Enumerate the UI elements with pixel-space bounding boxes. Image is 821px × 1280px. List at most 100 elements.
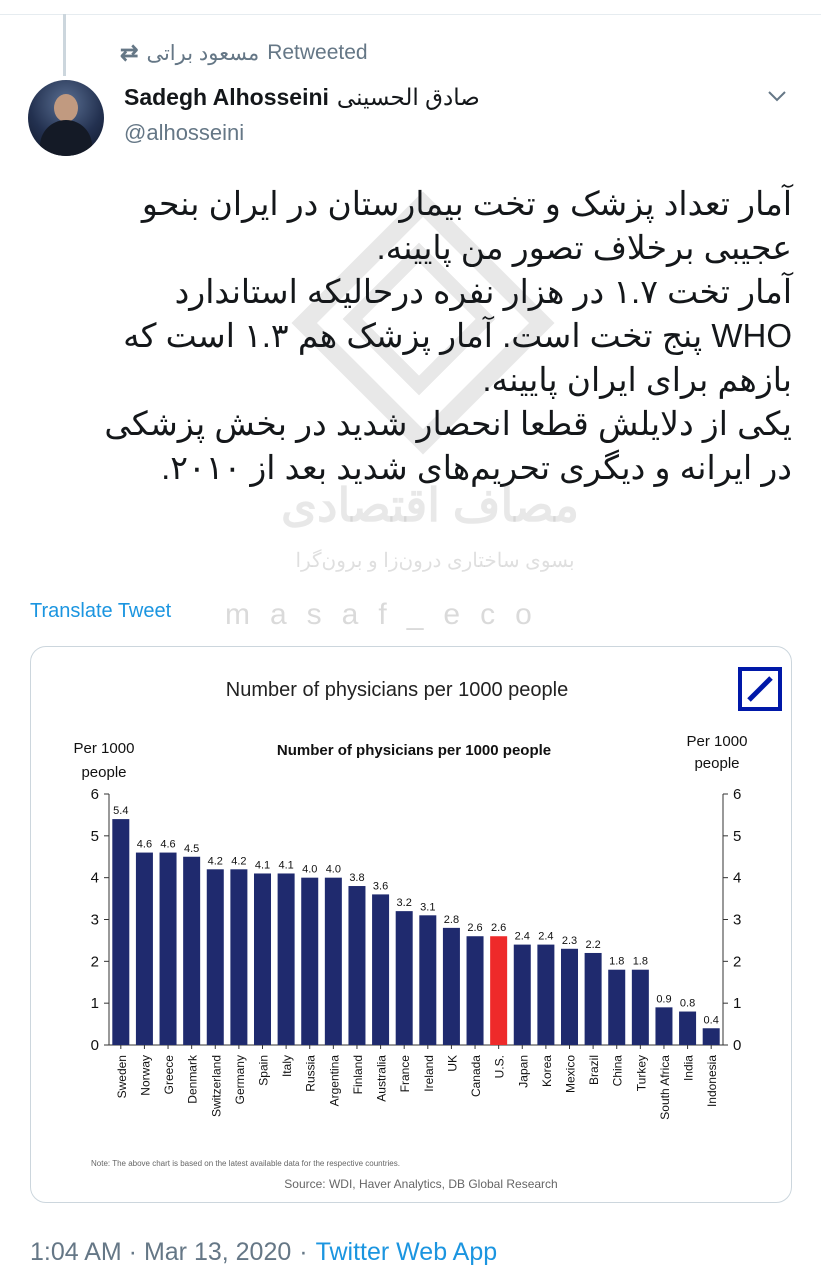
retweet-context[interactable]: ⇄ مسعود براتی Retweeted: [120, 38, 368, 68]
bar-value-label: 2.6: [467, 922, 482, 934]
x-tick-label: Ireland: [422, 1055, 436, 1092]
x-tick-label: Norway: [138, 1055, 152, 1096]
source-app-link[interactable]: Twitter Web App: [315, 1238, 498, 1266]
avatar-head: [54, 94, 78, 122]
bar-value-label: 4.1: [278, 859, 293, 871]
x-tick-label: Spain: [257, 1055, 271, 1086]
watermark-title: مصاف اقتصادی: [280, 479, 580, 531]
bar-value-label: 4.6: [137, 839, 152, 851]
bar-value-label: 4.0: [326, 864, 341, 876]
author-handle[interactable]: @alhosseini: [124, 120, 245, 145]
bar-value-label: 4.5: [184, 843, 199, 855]
bar-value-label: 4.1: [255, 859, 270, 871]
bar-value-label: 4.2: [208, 855, 223, 867]
retweeter-name[interactable]: مسعود براتی: [146, 41, 260, 65]
x-tick-label: Japan: [516, 1055, 530, 1088]
bar: [112, 819, 130, 1045]
x-tick-label: Argentina: [327, 1055, 341, 1107]
x-tick-label: Russia: [304, 1055, 318, 1092]
bar: [183, 856, 201, 1045]
x-tick-label: Korea: [540, 1055, 554, 1087]
bar: [442, 927, 460, 1045]
bar: [655, 1007, 673, 1045]
watermark-handle: masaf_eco: [225, 598, 552, 631]
bar: [277, 873, 295, 1045]
y-tick-label-left: 3: [91, 912, 99, 929]
tweet-line: بازهم برای ایران پایینه.: [482, 361, 792, 398]
y-tick-label-right: 5: [733, 828, 741, 845]
x-tick-label: Germany: [233, 1055, 247, 1104]
y-axis-label-left: Per 1000: [74, 740, 135, 757]
translate-tweet-link[interactable]: Translate Tweet: [30, 600, 172, 622]
bar-value-label: 0.8: [680, 998, 695, 1010]
bar: [301, 877, 319, 1045]
tweet-meta: 1:04 AM · Mar 13, 2020 · Twitter Web App: [30, 1238, 497, 1267]
author-name-arabic[interactable]: صادق الحسینی: [336, 84, 480, 110]
y-axis-label-right: people: [694, 755, 739, 772]
deutsche-bank-logo: [738, 667, 782, 711]
bar: [395, 911, 413, 1045]
chart-title: Number of physicians per 1000 people: [277, 742, 551, 759]
bar-value-label: 2.4: [515, 931, 530, 943]
x-tick-label: Mexico: [564, 1055, 578, 1093]
bar-value-label: 3.6: [373, 880, 388, 892]
x-tick-label: Canada: [469, 1055, 483, 1097]
bar-value-label: 3.8: [349, 872, 364, 884]
bar-value-label: 4.2: [231, 855, 246, 867]
chart-note: Note: The above chart is based on the la…: [91, 1159, 400, 1168]
tweet-text: آمار تعداد پزشک و تخت بیمارستان در ایران…: [26, 182, 792, 490]
x-tick-label: U.S.: [493, 1055, 507, 1078]
top-divider: [0, 0, 821, 15]
bar: [560, 948, 579, 1045]
tweet-line: آمار تخت ۱.۷ در هزار نفره درحالیکه استان…: [174, 273, 792, 310]
x-tick-label: France: [398, 1055, 412, 1093]
bar-value-label: 0.4: [704, 1014, 719, 1026]
bar-value-label: 2.3: [562, 935, 577, 947]
bar: [230, 869, 248, 1045]
bar-value-label: 4.6: [160, 839, 175, 851]
x-tick-label: Switzerland: [209, 1055, 223, 1117]
chart-outer-title: Number of physicians per 1000 people: [226, 679, 568, 701]
x-tick-label: Turkey: [634, 1055, 648, 1091]
bar-value-label: 0.9: [656, 993, 671, 1005]
bar-value-label: 2.2: [585, 939, 600, 951]
x-tick-label: China: [611, 1055, 625, 1087]
y-tick-label-left: 4: [91, 870, 99, 887]
bar: [348, 886, 366, 1045]
bar: [513, 944, 531, 1045]
tweet-line: یکی از دلایلش قطعا انحصار شدید در بخش پز…: [104, 405, 792, 442]
author-name-row[interactable]: Sadegh Alhosseini صادق الحسینی: [124, 84, 480, 111]
bar-value-label: 4.0: [302, 864, 317, 876]
avatar[interactable]: [28, 80, 104, 156]
y-tick-label-right: 3: [733, 912, 741, 929]
y-tick-label-left: 2: [91, 953, 99, 970]
bar: [702, 1028, 720, 1045]
chevron-down-icon[interactable]: [763, 82, 791, 110]
author-name[interactable]: Sadegh Alhosseini: [124, 84, 329, 110]
chart-source: Source: WDI, Haver Analytics, DB Global …: [284, 1177, 557, 1191]
y-tick-label-left: 1: [91, 995, 99, 1012]
y-tick-label-right: 4: [733, 870, 741, 887]
bar: [206, 869, 224, 1045]
bar: [135, 852, 153, 1045]
chart-image-card[interactable]: Number of physicians per 1000 people Numb…: [30, 646, 792, 1203]
y-tick-label-right: 6: [733, 786, 741, 803]
x-tick-label: UK: [445, 1055, 459, 1072]
bar-value-label: 1.8: [633, 956, 648, 968]
bar-value-label: 3.2: [397, 897, 412, 909]
bar: [584, 952, 602, 1045]
deutsche-bank-logo-slash: [747, 676, 773, 702]
tweet-line: در ایرانه و دیگری تحریم‌های شدید بعد از …: [161, 449, 792, 486]
bar-value-label: 2.6: [491, 922, 506, 934]
bar: [608, 969, 626, 1045]
timestamp[interactable]: 1:04 AM · Mar 13, 2020: [30, 1238, 292, 1266]
y-axis-label-left: people: [81, 764, 126, 781]
x-tick-label: Australia: [375, 1055, 389, 1102]
bar: [253, 873, 272, 1045]
x-tick-label: South Africa: [658, 1055, 672, 1120]
y-tick-label-right: 2: [733, 953, 741, 970]
bar: [159, 852, 177, 1045]
tweet-line: آمار تعداد پزشک و تخت بیمارستان در ایران…: [141, 185, 792, 222]
bar-value-label: 1.8: [609, 956, 624, 968]
bar: [324, 877, 342, 1045]
